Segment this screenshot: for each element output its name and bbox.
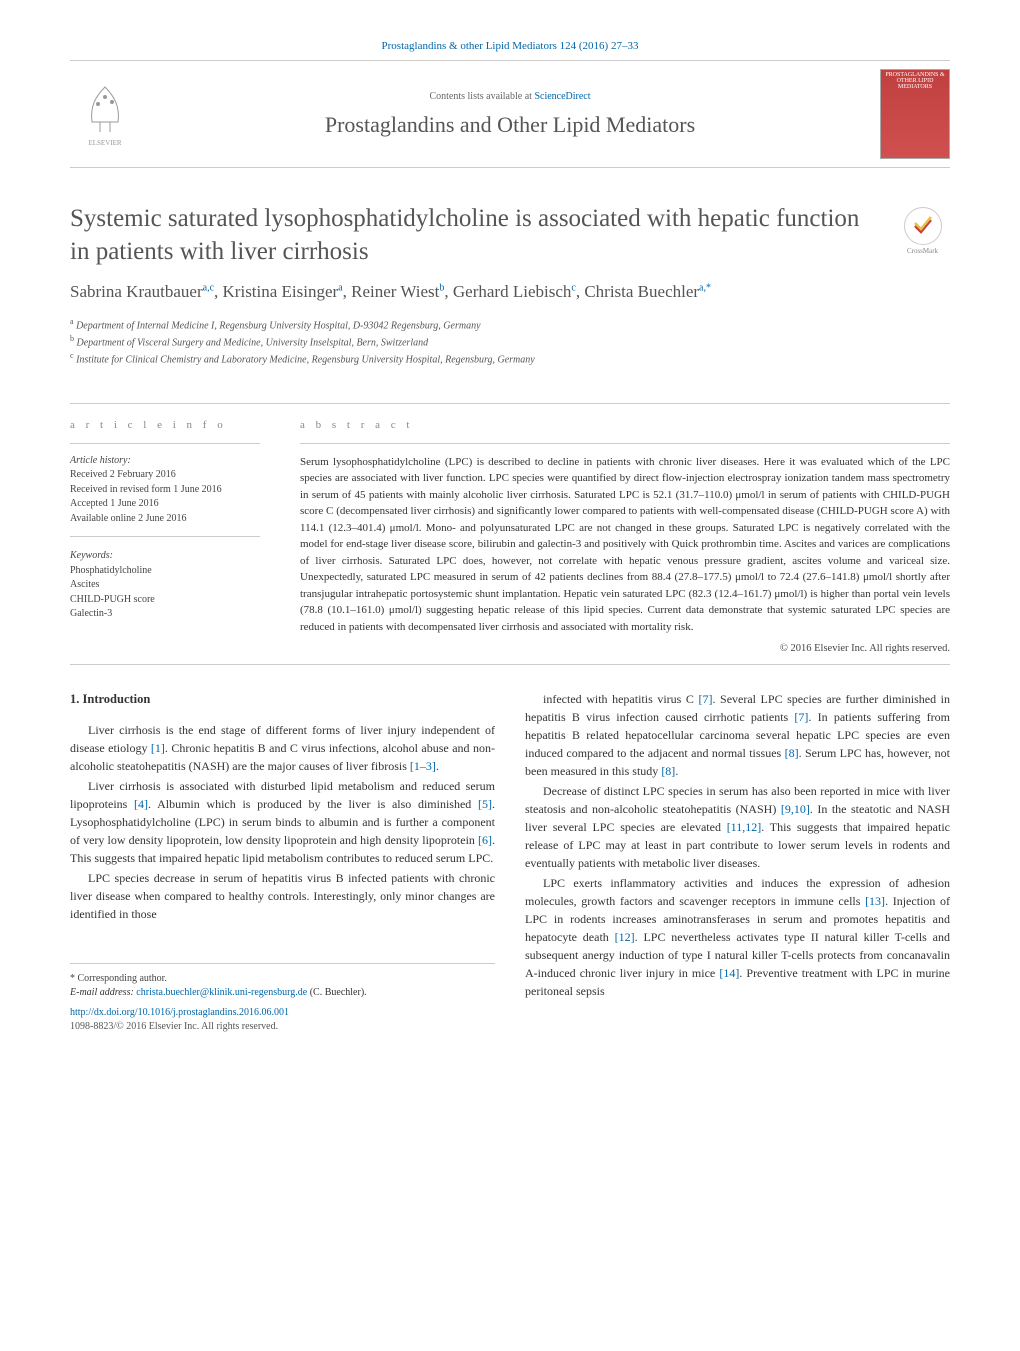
citation-link[interactable]: [5] [478,797,492,811]
publisher-name: ELSEVIER [88,139,121,147]
body-left-column: 1. Introduction Liver cirrhosis is the e… [70,690,495,1034]
keyword-item: Phosphatidylcholine [70,564,260,579]
abstract-text: Serum lysophosphatidylcholine (LPC) is d… [300,454,950,636]
history-online: Available online 2 June 2016 [70,512,260,527]
journal-header: ELSEVIER Contents lists available at Sci… [70,60,950,168]
history-received: Received 2 February 2016 [70,468,260,483]
keyword-item: CHILD-PUGH score [70,593,260,608]
history-accepted: Accepted 1 June 2016 [70,497,260,512]
author-affiliation-marker: a,* [699,282,711,293]
divider [70,443,260,444]
abstract-column: a b s t r a c t Serum lysophosphatidylch… [280,404,950,655]
issn-copyright: 1098-8823/© 2016 Elsevier Inc. All right… [70,1021,278,1032]
citation-link[interactable]: [14] [719,966,739,980]
citation-link[interactable]: [1–3] [410,759,436,773]
introduction-heading: 1. Introduction [70,690,495,709]
citation-link[interactable]: [8] [661,764,675,778]
citation-link[interactable]: [1] [151,741,165,755]
journal-reference-link[interactable]: Prostaglandins & other Lipid Mediators 1… [70,40,950,52]
article-info-column: a r t i c l e i n f o Article history: R… [70,404,280,655]
article-info-label: a r t i c l e i n f o [70,419,260,431]
author-name: Kristina Eisinger [223,282,339,301]
citation-link[interactable]: [12] [615,930,635,944]
elsevier-tree-icon [80,82,130,137]
keywords-label: Keywords: [70,549,260,564]
author-affiliation-marker: c [571,282,575,293]
body-right-column: infected with hepatitis virus C [7]. Sev… [525,690,950,1034]
author-affiliation-marker: a [338,282,342,293]
publisher-logo: ELSEVIER [70,77,140,152]
corresponding-email[interactable]: christa.buechler@klinik.uni-regensburg.d… [136,987,307,998]
body-paragraph: Decrease of distinct LPC species in seru… [525,782,950,872]
affiliation-line: b Department of Visceral Surgery and Med… [70,333,875,350]
corresponding-note: * Corresponding author. [70,972,495,986]
keywords-block: Keywords: PhosphatidylcholineAscitesCHIL… [70,549,260,622]
author-name: Christa Buechler [584,282,699,301]
body-paragraph: Liver cirrhosis is associated with distu… [70,777,495,867]
header-center: Contents lists available at ScienceDirec… [140,91,880,138]
author-name: Sabrina Krautbauer [70,282,203,301]
affiliation-line: c Institute for Clinical Chemistry and L… [70,350,875,367]
citation-link[interactable]: [13] [865,894,885,908]
citation-link[interactable]: [9,10] [781,802,810,816]
copyright-line: © 2016 Elsevier Inc. All rights reserved… [300,643,950,654]
divider [70,536,260,537]
title-block: Systemic saturated lysophosphatidylcholi… [70,203,950,368]
crossmark-icon [904,207,942,245]
journal-name: Prostaglandins and Other Lipid Mediators [140,112,880,138]
keyword-item: Ascites [70,578,260,593]
contents-line: Contents lists available at ScienceDirec… [140,91,880,102]
body-paragraph: Liver cirrhosis is the end stage of diff… [70,721,495,775]
body-paragraph: infected with hepatitis virus C [7]. Sev… [525,690,950,780]
citation-link[interactable]: [7] [698,692,712,706]
author-affiliation-marker: a,c [203,282,214,293]
divider [300,443,950,444]
full-divider [70,664,950,665]
body-two-column: 1. Introduction Liver cirrhosis is the e… [70,690,950,1034]
body-paragraph: LPC species decrease in serum of hepatit… [70,869,495,923]
sciencedirect-link[interactable]: ScienceDirect [534,91,590,102]
citation-link[interactable]: [7] [794,710,808,724]
doi-link[interactable]: http://dx.doi.org/10.1016/j.prostaglandi… [70,1006,495,1020]
author-list: Sabrina Krautbauera,c, Kristina Eisinger… [70,280,875,304]
affiliation-line: a Department of Internal Medicine I, Reg… [70,316,875,333]
citation-link[interactable]: [4] [134,797,148,811]
author-name: Gerhard Liebisch [453,282,571,301]
journal-cover-thumbnail: PROSTAGLANDINS & OTHER LIPID MEDIATORS [880,69,950,159]
citation-link[interactable]: [11,12] [727,820,762,834]
history-label: Article history: [70,454,260,469]
keyword-item: Galectin-3 [70,607,260,622]
footer-block: * Corresponding author. E-mail address: … [70,963,495,1034]
author-affiliation-marker: b [439,282,444,293]
affiliation-list: a Department of Internal Medicine I, Reg… [70,316,875,368]
email-line: E-mail address: christa.buechler@klinik.… [70,986,495,1000]
citation-link[interactable]: [6] [478,833,492,847]
history-revised: Received in revised form 1 June 2016 [70,483,260,498]
article-history: Article history: Received 2 February 201… [70,454,260,527]
crossmark-badge[interactable]: CrossMark [895,203,950,258]
abstract-label: a b s t r a c t [300,419,950,431]
author-name: Reiner Wiest [351,282,439,301]
info-abstract-row: a r t i c l e i n f o Article history: R… [70,403,950,655]
article-title: Systemic saturated lysophosphatidylcholi… [70,203,875,268]
citation-link[interactable]: [8] [785,746,799,760]
body-paragraph: LPC exerts inflammatory activities and i… [525,874,950,1000]
